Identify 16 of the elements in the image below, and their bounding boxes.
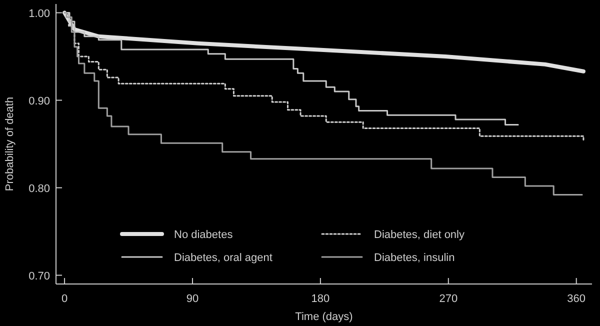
line-series bbox=[62, 10, 586, 74]
x-tick-label: 90 bbox=[186, 293, 199, 305]
y-tick-label: 0.80 bbox=[28, 182, 50, 195]
legend-label: Diabetes, diet only bbox=[374, 229, 465, 241]
y-tick-label: 0.70 bbox=[28, 270, 50, 282]
y-tick-label: 1.00 bbox=[28, 8, 50, 20]
y-tick-label: 0.90 bbox=[28, 95, 50, 108]
legend-label: No diabetes bbox=[174, 229, 234, 241]
y-axis-title: Probability of death bbox=[4, 96, 16, 192]
x-tick-label: 270 bbox=[439, 293, 458, 305]
x-tick-label: 0 bbox=[61, 293, 68, 305]
legend-label: Diabetes, insulin bbox=[374, 252, 455, 264]
x-axis-title: Time (days) bbox=[295, 311, 353, 323]
legend-label: Diabetes, oral agent bbox=[174, 252, 272, 264]
x-tick-label: 360 bbox=[567, 293, 586, 305]
x-tick-label: 180 bbox=[311, 293, 330, 305]
